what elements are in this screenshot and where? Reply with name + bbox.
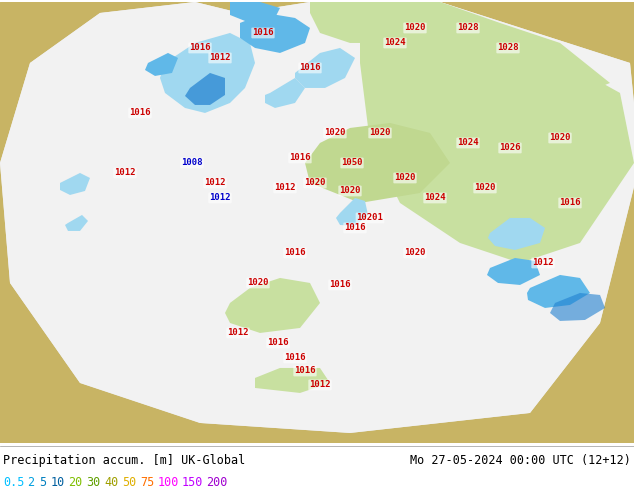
Text: 1020: 1020 bbox=[324, 128, 346, 138]
Text: 1020: 1020 bbox=[247, 278, 269, 288]
Text: 1016: 1016 bbox=[289, 153, 311, 163]
Polygon shape bbox=[60, 173, 90, 195]
Text: 1016: 1016 bbox=[129, 108, 151, 118]
Text: 1020: 1020 bbox=[474, 183, 496, 193]
Text: 1016: 1016 bbox=[252, 28, 274, 37]
Polygon shape bbox=[527, 275, 590, 308]
Polygon shape bbox=[488, 218, 545, 250]
Text: 1012: 1012 bbox=[533, 258, 553, 268]
Text: 1016: 1016 bbox=[299, 64, 321, 73]
Text: 100: 100 bbox=[158, 476, 179, 489]
Polygon shape bbox=[230, 2, 280, 23]
Text: 1016: 1016 bbox=[190, 44, 210, 52]
Text: 0.5: 0.5 bbox=[3, 476, 24, 489]
Text: 10201: 10201 bbox=[356, 214, 384, 222]
Text: 1012: 1012 bbox=[309, 380, 331, 390]
Polygon shape bbox=[487, 258, 540, 285]
Text: 1012: 1012 bbox=[209, 53, 231, 62]
Text: Precipitation accum. [m] UK-Global: Precipitation accum. [m] UK-Global bbox=[3, 454, 245, 467]
Text: 50: 50 bbox=[122, 476, 136, 489]
Text: 1024: 1024 bbox=[457, 139, 479, 147]
Text: 1016: 1016 bbox=[284, 248, 306, 257]
Polygon shape bbox=[160, 33, 255, 113]
Polygon shape bbox=[310, 2, 400, 43]
Text: 1020: 1020 bbox=[404, 24, 426, 32]
Text: 1024: 1024 bbox=[384, 38, 406, 48]
Polygon shape bbox=[295, 48, 355, 88]
Text: 1012: 1012 bbox=[209, 194, 231, 202]
Text: 1016: 1016 bbox=[344, 223, 366, 232]
Text: 1020: 1020 bbox=[404, 248, 426, 257]
Text: 1016: 1016 bbox=[294, 367, 316, 375]
Text: 10: 10 bbox=[51, 476, 65, 489]
Text: 1012: 1012 bbox=[275, 183, 295, 193]
Text: 1008: 1008 bbox=[181, 158, 203, 168]
Polygon shape bbox=[336, 198, 368, 226]
Text: 1028: 1028 bbox=[457, 24, 479, 32]
Polygon shape bbox=[0, 2, 634, 433]
Text: Mo 27-05-2024 00:00 UTC (12+12): Mo 27-05-2024 00:00 UTC (12+12) bbox=[410, 454, 631, 467]
Text: 1020: 1020 bbox=[304, 178, 326, 188]
Text: 1020: 1020 bbox=[549, 133, 571, 143]
Polygon shape bbox=[550, 293, 605, 321]
Text: 1024: 1024 bbox=[424, 194, 446, 202]
Text: 2: 2 bbox=[27, 476, 34, 489]
Text: 40: 40 bbox=[104, 476, 119, 489]
Text: 1026: 1026 bbox=[499, 144, 521, 152]
Polygon shape bbox=[265, 78, 305, 108]
Text: 200: 200 bbox=[206, 476, 228, 489]
Polygon shape bbox=[360, 2, 634, 263]
Polygon shape bbox=[145, 53, 178, 76]
Text: 20: 20 bbox=[68, 476, 82, 489]
Text: 150: 150 bbox=[182, 476, 204, 489]
Polygon shape bbox=[225, 278, 320, 333]
Polygon shape bbox=[255, 368, 330, 393]
Polygon shape bbox=[0, 2, 634, 433]
Polygon shape bbox=[370, 2, 610, 103]
Text: 1020: 1020 bbox=[339, 187, 361, 196]
Text: 1028: 1028 bbox=[497, 44, 519, 52]
Text: 5: 5 bbox=[39, 476, 46, 489]
Text: 1016: 1016 bbox=[284, 353, 306, 363]
Polygon shape bbox=[305, 123, 450, 203]
Text: 75: 75 bbox=[140, 476, 154, 489]
Text: 1012: 1012 bbox=[114, 169, 136, 177]
Text: 1050: 1050 bbox=[341, 158, 363, 168]
Polygon shape bbox=[65, 215, 88, 231]
Text: 30: 30 bbox=[86, 476, 101, 489]
Polygon shape bbox=[185, 73, 225, 105]
Text: 1020: 1020 bbox=[394, 173, 416, 182]
Text: 1016: 1016 bbox=[329, 280, 351, 290]
Text: 1016: 1016 bbox=[268, 339, 288, 347]
Text: 1012: 1012 bbox=[204, 178, 226, 188]
Text: 1012: 1012 bbox=[227, 328, 249, 338]
Polygon shape bbox=[240, 13, 310, 53]
Text: 1020: 1020 bbox=[369, 128, 391, 138]
Text: 1016: 1016 bbox=[559, 198, 581, 207]
